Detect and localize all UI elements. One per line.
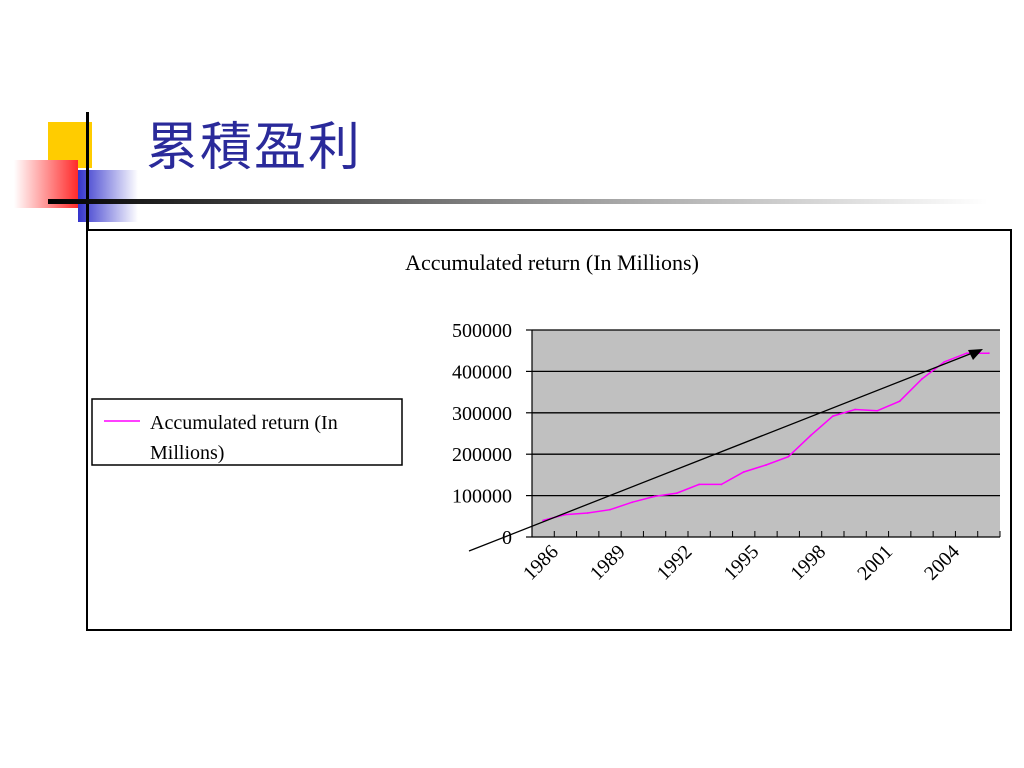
- x-tick-label: 1986: [519, 541, 563, 585]
- data-point-2003: [921, 377, 923, 380]
- data-point-1999: [831, 415, 834, 418]
- y-tick-label: 300000: [452, 403, 512, 425]
- slide-decoration: [14, 112, 988, 230]
- data-point-1989: [609, 508, 611, 511]
- data-point-2005: [965, 352, 968, 355]
- data-point-1991: [653, 495, 656, 498]
- data-point-1990: [631, 501, 634, 504]
- data-point-2000: [854, 408, 857, 411]
- deco-vertical-line: [86, 112, 89, 230]
- trend-arrow: [468, 349, 983, 552]
- chart-title: Accumulated return (In Millions): [405, 250, 699, 275]
- slide-title: 累積盈利: [146, 118, 363, 178]
- data-point-1987: [564, 513, 567, 516]
- data-point-1995: [742, 471, 745, 473]
- chart-frame: Accumulated return (In Millions) Accumul…: [86, 229, 1012, 631]
- data-point-1997: [787, 455, 790, 458]
- legend: Accumulated return (In Millions): [91, 398, 403, 466]
- deco-horizontal-rule: [48, 199, 988, 204]
- data-point-1992: [675, 492, 678, 495]
- y-tick-label: 500000: [452, 320, 512, 342]
- legend-label-line1: Accumulated return (In: [150, 412, 338, 434]
- x-tick-label: 2004: [920, 541, 964, 585]
- trend-arrow-head: [968, 349, 983, 360]
- data-point-2004: [943, 360, 946, 363]
- y-axis: 0 100000 200000 300000 400000 500000: [452, 320, 533, 549]
- y-tick-label: 0: [502, 527, 512, 549]
- y-tick-label: 200000: [452, 444, 512, 466]
- data-point-1998: [809, 434, 812, 437]
- legend-label-line2: Millions): [150, 442, 224, 464]
- legend-label: Accumulated return (In Millions): [150, 412, 343, 464]
- data-point-1996: [765, 464, 767, 466]
- x-tick-label: 1992: [653, 541, 697, 585]
- data-point-2006: [987, 352, 990, 355]
- chart: Accumulated return (In Millions) Accumul…: [91, 250, 1001, 585]
- data-point-1986: [542, 519, 545, 522]
- x-tick-label: 1998: [786, 541, 830, 585]
- x-tick-label: 2001: [853, 541, 897, 585]
- data-point-2002: [898, 400, 901, 403]
- x-tick-label: 1995: [720, 541, 764, 585]
- data-point-1993: [698, 483, 701, 486]
- series-points: [542, 352, 990, 522]
- y-tick-label: 100000: [452, 486, 512, 508]
- data-point-1988: [586, 512, 589, 514]
- x-tick-label: 1989: [586, 541, 630, 585]
- data-point-2001: [876, 409, 879, 412]
- y-tick-label: 400000: [452, 361, 512, 383]
- legend-box: [91, 398, 403, 466]
- x-axis: 1986 1989 1992 1995 1998 2001 2004: [519, 531, 1001, 585]
- trend-arrow-line: [468, 351, 976, 552]
- data-point-1994: [720, 483, 723, 486]
